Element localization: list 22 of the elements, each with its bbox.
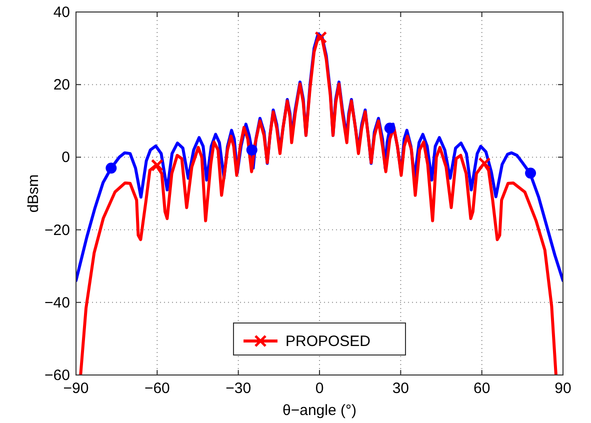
y-tick-label: −40 (44, 294, 70, 312)
y-tick-label: 20 (53, 76, 70, 94)
point (478, 157, 491, 170)
point (525, 168, 536, 179)
y-axis-title: dBsm (25, 174, 42, 213)
legend-label: PROPOSED (286, 333, 371, 350)
x-tick-label: −30 (226, 380, 252, 397)
point (106, 162, 117, 174)
y-tick-label: 0 (62, 149, 70, 166)
x-tick-label: 60 (473, 380, 490, 397)
x-tick-label: 90 (554, 380, 572, 397)
x-axis-title: θ−angle (°) (282, 402, 356, 419)
x-tick-label: 30 (392, 380, 410, 397)
point (384, 122, 396, 134)
x-tick-label: −60 (144, 380, 170, 397)
line-series (79, 36, 558, 375)
point (150, 158, 164, 172)
point (246, 144, 258, 156)
y-tick-label: −20 (44, 222, 70, 239)
x-tick-label: 0 (315, 380, 324, 397)
point (314, 31, 328, 44)
y-tick-label: 40 (53, 4, 70, 21)
